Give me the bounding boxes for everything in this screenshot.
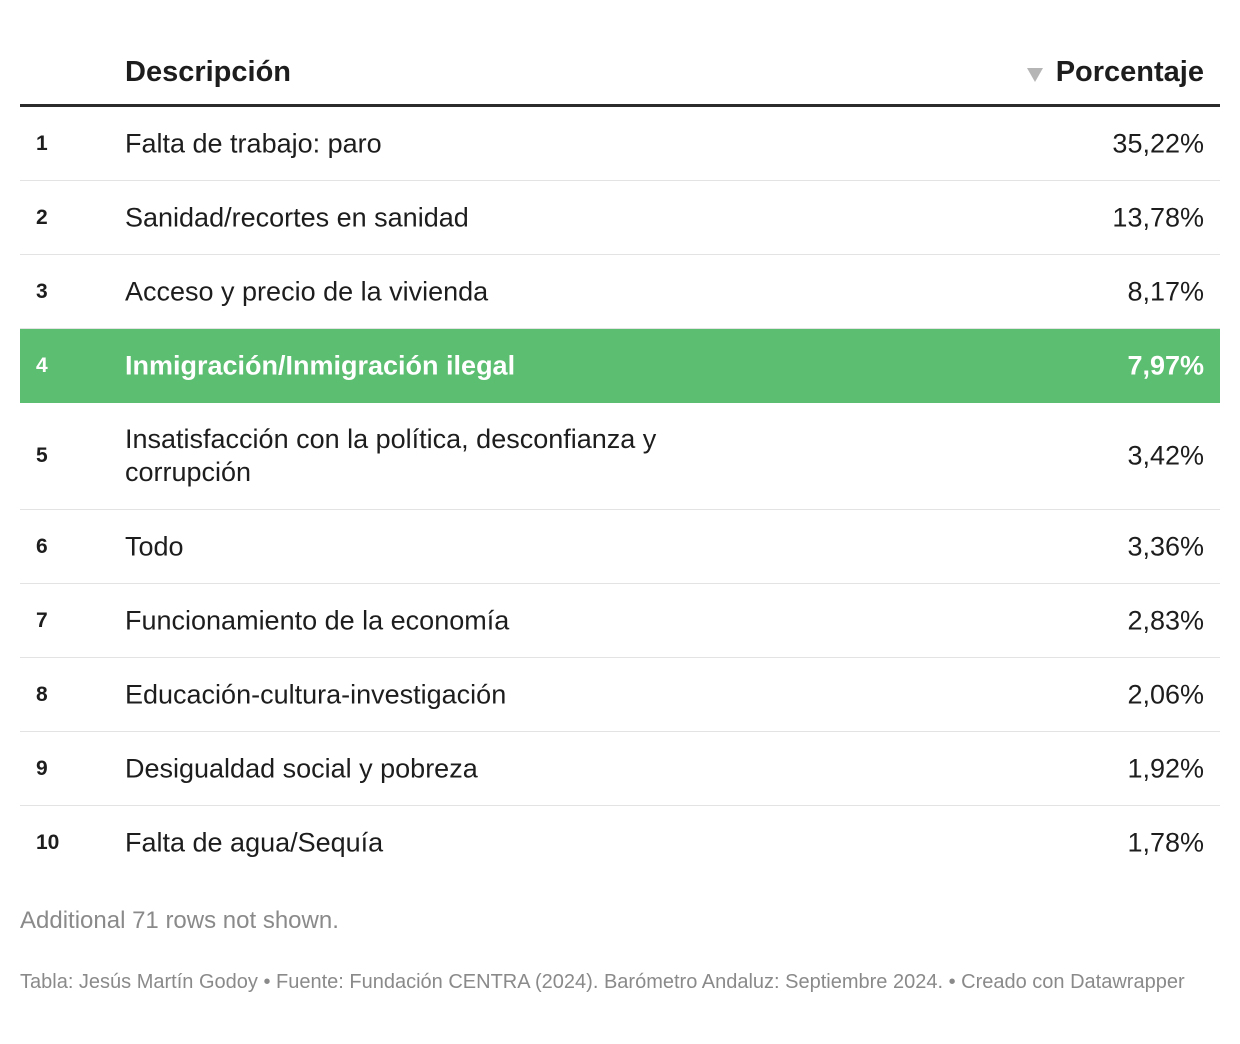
row-descripcion: Acceso y precio de la vivienda [125,276,489,306]
row-descripcion: Sanidad/recortes en sanidad [125,202,469,232]
column-header-porcentaje[interactable]: Porcentaje [1026,56,1204,89]
source-footer: Tabla: Jesús Martín Godoy • Fuente: Fund… [20,971,1185,993]
row-descripcion: Inmigración/Inmigración ilegal [125,350,516,380]
row-porcentaje: 13,78% [1112,202,1204,232]
row-rank: 10 [36,831,60,854]
row-porcentaje: 1,78% [1127,827,1204,858]
row-descripcion: Todo [125,531,184,561]
row-descripcion: Falta de agua/Sequía [125,827,384,858]
row-rank: 3 [36,279,48,303]
sort-descending-icon [1026,67,1043,82]
row-rank: 8 [36,682,48,706]
column-header-descripcion[interactable]: Descripción [125,56,291,88]
row-rank: 2 [36,205,48,229]
row-descripcion: Insatisfacción con la política, desconfi… [125,424,657,487]
table-body: 1 Falta de trabajo: paro 35,22% 2 Sanidad/re… [20,107,1220,880]
row-porcentaje: 1,92% [1127,753,1204,783]
data-table: Descripción Porcentaje 1 Falta de trabajo… [20,0,1220,995]
row-rank: 5 [36,444,48,467]
table-row: 6 Todo 3,36% [20,510,1220,584]
row-descripcion: Educación-cultura-investigación [125,679,507,709]
row-porcentaje: 2,06% [1127,679,1204,709]
table-row: 3 Acceso y precio de la vivienda 8,17% [20,255,1220,329]
row-porcentaje: 3,42% [1127,440,1204,471]
row-rank: 7 [36,608,48,632]
table-row: 7 Funcionamiento de la economía 2,83% [20,584,1220,658]
rows-not-shown-note: Additional 71 rows not shown. [20,907,339,934]
table-row: 9 Desigualdad social y pobreza 1,92% [20,732,1220,806]
row-rank: 9 [36,756,48,780]
table-row: 1 Falta de trabajo: paro 35,22% [20,107,1220,181]
table-row: 5 Insatisfacción con la política, desconf… [20,403,1220,510]
table-row-highlighted: 4 Inmigración/Inmigración ilegal 7,97% [20,329,1220,403]
column-header-porcentaje-label: Porcentaje [1055,56,1204,88]
row-descripcion: Funcionamiento de la economía [125,605,510,635]
row-rank: 4 [36,353,48,377]
table-row: 10 Falta de agua/Sequía 1,78% [20,806,1220,880]
row-descripcion: Falta de trabajo: paro [125,128,382,158]
table-row: 2 Sanidad/recortes en sanidad 13,78% [20,181,1220,255]
row-porcentaje: 3,36% [1127,531,1204,561]
row-rank: 6 [36,534,48,558]
row-porcentaje: 2,83% [1127,605,1204,635]
row-porcentaje: 8,17% [1127,276,1204,306]
table-row: 8 Educación-cultura-investigación 2,06% [20,658,1220,732]
table-header: Descripción Porcentaje [20,0,1220,107]
row-porcentaje: 35,22% [1112,128,1204,158]
row-rank: 1 [36,131,48,155]
row-descripcion: Desigualdad social y pobreza [125,753,478,783]
row-porcentaje: 7,97% [1127,350,1204,380]
